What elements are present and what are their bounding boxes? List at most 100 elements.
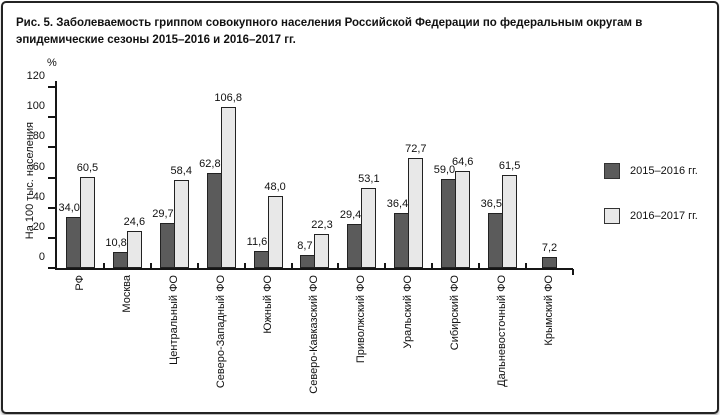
x-label-cell: Уральский ФО [385,275,432,407]
y-tick-label: 100 [26,100,45,113]
plot-area: 0 20 40 60 80 100 120 34,0 60,5 10,8 24,6 29,7 58,4… [27,70,574,275]
bar-group-9: 59,0 64,6 [432,87,479,268]
bar-value-label: 36,5 [480,197,503,210]
x-category-label: РФ [73,275,86,291]
bar-value-label: 58,4 [170,164,192,177]
x-tick [290,263,293,268]
bar-value-label: 10,8 [105,236,127,249]
bar-season2: 72,7 [405,143,427,268]
y-tick-label: 120 [26,70,45,82]
bar-season2: 22,3 [311,219,333,268]
bar-group-4: 62,8 106,8 [198,87,245,268]
bar-value-label: 8,7 [297,239,313,252]
x-category-label: Северо-Кавказский ФО [308,275,321,394]
x-label-cell: Приволжский ФО [338,275,385,407]
bar-season1: 10,8 [105,237,128,268]
bar-group-8: 36,4 72,7 [385,87,432,268]
bar-value-label: 53,1 [358,172,380,185]
x-label-cell: Москва [104,275,151,407]
x-tick [525,263,528,268]
y-tick [48,176,55,179]
bar-value-label: 59,0 [433,164,456,177]
y-tick-label: 60 [32,160,45,173]
bar-value-label: 11,6 [246,235,268,248]
bar-season1: 29,4 [340,209,363,268]
x-tick [431,263,434,268]
x-tick [384,263,387,268]
bar-group-11: 7,2 [526,87,573,268]
bar-group-5: 11,6 48,0 [245,87,292,268]
x-label-cell: РФ [57,275,104,407]
bar-season1: 11,6 [247,236,269,268]
bar-season1: 34,0 [58,202,81,268]
bar-season2: 106,8 [214,92,242,268]
bar-value-label: 106,8 [214,91,242,104]
x-axis-end-tick [572,269,574,275]
bar-season1: 7,2 [542,242,557,268]
bar-group-7: 29,4 53,1 [338,87,385,268]
bar-value-label: 72,7 [405,143,427,156]
bar-value-label: 61,5 [498,160,521,173]
bar-season2: 48,0 [264,181,286,268]
y-tick-label: 40 [32,190,45,203]
x-category-label: Уральский ФО [402,275,415,349]
bar-season2: 53,1 [358,173,380,268]
bar-value-label: 62,8 [199,158,221,171]
x-tick [243,263,246,268]
y-tick [48,206,55,209]
x-axis-labels: РФ Москва Центральный ФО Северо-Западный ФО… [57,275,573,407]
bar-season1: 8,7 [297,240,316,268]
x-label-cell: Дальневосточный ФО [479,275,526,407]
bar-value-label: 7,2 [541,242,558,255]
bar-season1: 29,7 [152,208,175,268]
legend-swatch [604,163,620,179]
legend-swatch [604,208,620,224]
y-axis-title-wrap: На 100 тыс. населения [23,95,37,267]
y-tick [48,116,55,119]
x-category-label: Приволжский ФО [355,275,368,364]
x-category-label: Москва [120,275,133,313]
bar-group-1: 34,0 60,5 [57,87,104,268]
x-category-label: Сибирский ФО [449,275,462,351]
y-tick-label: 0 [38,251,45,263]
x-category-label: Крымский ФО [543,275,556,346]
y-tick [48,86,55,88]
legend-item-1: 2015–2016 гг. [604,163,698,179]
x-tick [337,263,340,268]
bar-season1: 36,5 [481,198,504,268]
bar-value-label: 36,4 [386,198,409,211]
y-tick-label: 20 [32,220,45,233]
x-category-label: Дальневосточный ФО [496,275,509,387]
bar-value-label: 48,0 [264,180,286,193]
bar-season1: 62,8 [199,158,222,268]
x-category-label: Северо-Западный ФО [214,275,227,389]
bar-group-6: 8,7 22,3 [292,87,339,268]
x-tick [102,263,105,268]
bar-season2: 58,4 [171,165,192,268]
x-label-cell: Центральный ФО [151,275,198,407]
y-tick [48,267,55,269]
x-category-label: Центральный ФО [167,275,180,365]
bar-group-3: 29,7 58,4 [151,87,198,268]
bar-value-label: 29,4 [339,208,362,221]
bar-season1: 59,0 [434,164,457,268]
bar-group-2: 10,8 24,6 [104,87,151,268]
bar-value-label: 60,5 [76,161,99,174]
bar-value-label: 34,0 [58,201,80,214]
x-label-cell: Сибирский ФО [432,275,479,407]
x-tick [196,263,199,268]
legend-item-2: 2016–2017 гг. [604,208,698,224]
bar-season2: 61,5 [499,160,520,268]
bars-container: 34,0 60,5 10,8 24,6 29,7 58,4 62,8 106,8 11,6 48,… [57,87,573,268]
x-label-cell: Северо-Кавказский ФО [292,275,339,407]
legend: 2015–2016 гг. 2016–2017 гг. [604,163,698,224]
y-axis-unit: % [47,57,57,69]
bar-value-label: 64,6 [451,155,474,168]
legend-label: 2015–2016 гг. [630,165,698,177]
x-category-label: Южный ФО [261,275,274,334]
figure-title: Рис. 5. Заболеваемость гриппом совокупно… [16,17,643,47]
y-tick-label: 80 [32,130,45,143]
bar-season2: 60,5 [77,162,98,268]
y-tick [48,236,55,239]
x-tick [478,263,481,268]
